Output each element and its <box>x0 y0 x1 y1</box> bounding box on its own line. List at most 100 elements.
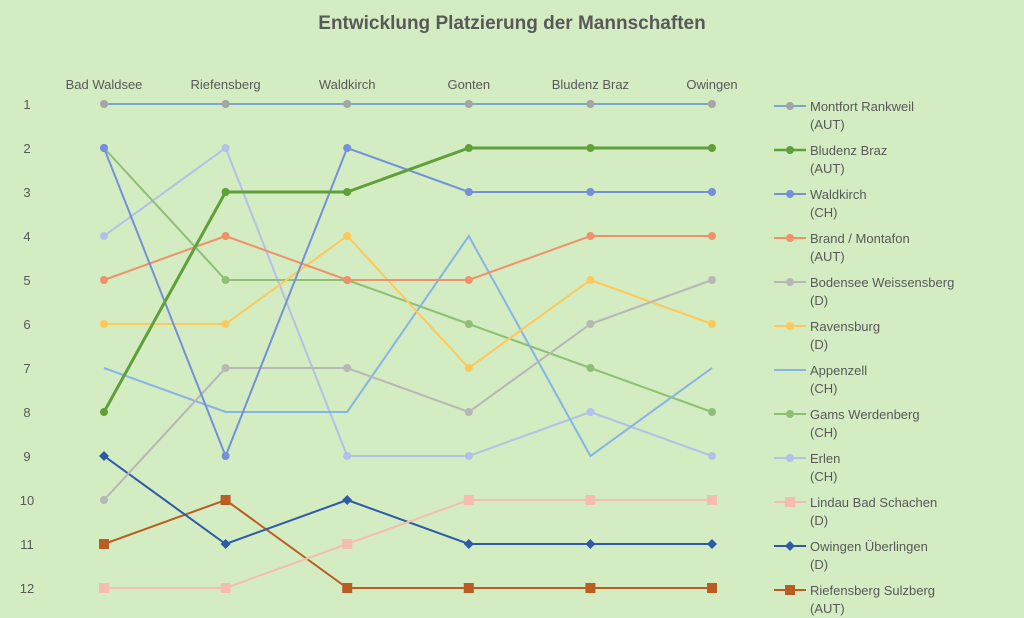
legend-sublabel: (D) <box>810 337 828 352</box>
data-point <box>342 495 353 505</box>
data-point <box>708 408 716 416</box>
series-8 <box>100 144 716 460</box>
data-point <box>708 232 716 240</box>
legend-item: Waldkirch (CH) <box>774 187 867 220</box>
legend-label: Waldkirch <box>810 187 867 202</box>
legend-sublabel: (D) <box>810 293 828 308</box>
legend-marker <box>785 497 795 507</box>
legend-sublabel: (CH) <box>810 381 837 396</box>
data-point <box>463 495 474 505</box>
data-point <box>586 144 595 152</box>
series-9 <box>99 495 717 593</box>
legend-item: Bludenz Braz (AUT) <box>774 143 887 176</box>
legend-item: Erlen (CH) <box>774 451 840 484</box>
data-point <box>708 144 716 152</box>
legend-marker <box>785 541 795 551</box>
data-point <box>100 320 108 328</box>
data-point <box>342 583 353 593</box>
data-point <box>220 583 231 593</box>
data-point <box>99 451 109 461</box>
series-1 <box>100 144 716 416</box>
series-line <box>103 498 712 589</box>
data-point <box>708 100 716 108</box>
legend-marker <box>786 102 794 110</box>
legend-marker <box>786 234 794 242</box>
legend-marker <box>786 410 794 418</box>
data-point <box>221 364 230 372</box>
data-point <box>221 144 230 152</box>
data-point <box>343 232 352 240</box>
y-tick-label: 6 <box>23 317 30 332</box>
legend-sublabel: (AUT) <box>810 249 845 264</box>
series-line <box>104 499 712 589</box>
chart-title: Entwicklung Platzierung der Mannschaften <box>318 13 705 34</box>
series-line <box>102 146 712 413</box>
data-point <box>99 539 109 549</box>
data-point <box>343 364 352 372</box>
legend-label: Lindau Bad Schachen <box>810 495 937 510</box>
data-point <box>343 100 352 108</box>
legend-marker <box>786 454 794 462</box>
series-line <box>103 234 712 281</box>
y-tick-label: 1 <box>23 97 30 112</box>
legend-item: Brand / Montafon (AUT) <box>774 231 910 264</box>
x-tick-label: Bludenz Braz <box>552 77 629 92</box>
x-tick-label: Waldkirch <box>319 77 376 92</box>
legend-sublabel: (D) <box>810 513 828 528</box>
legend-sublabel: (D) <box>810 557 828 572</box>
data-point <box>708 188 716 196</box>
legend-item: Owingen Überlingen (D) <box>774 539 928 572</box>
legend-label: Ravensburg <box>810 319 880 334</box>
data-point <box>464 364 473 372</box>
data-point <box>707 539 717 549</box>
data-point <box>463 583 474 593</box>
data-point <box>464 100 473 108</box>
data-point <box>464 276 473 284</box>
data-point <box>464 452 473 460</box>
y-tick-label: 2 <box>23 141 30 156</box>
data-point <box>708 452 716 460</box>
data-point <box>707 583 717 593</box>
x-tick-label: Owingen <box>686 77 737 92</box>
legend-marker <box>786 190 794 198</box>
legend-sublabel: (CH) <box>810 469 837 484</box>
legend-item: Montfort Rankweil (AUT) <box>774 99 914 132</box>
data-point <box>220 495 231 505</box>
legend-sublabel: (CH) <box>810 425 837 440</box>
legend-item: Appenzell (CH) <box>774 363 867 396</box>
series-line <box>103 279 713 501</box>
y-tick-label: 12 <box>20 581 34 596</box>
y-tick-label: 11 <box>20 537 34 552</box>
data-point <box>708 276 716 284</box>
data-point <box>464 320 473 328</box>
legend-marker <box>786 146 794 154</box>
legend-item: Riefensberg Sulzberg (AUT) <box>774 583 935 616</box>
data-point <box>343 276 352 284</box>
data-point <box>464 408 473 416</box>
data-point <box>586 276 595 284</box>
legend-label: Montfort Rankweil <box>810 99 914 114</box>
data-point <box>220 539 231 549</box>
data-point <box>585 495 596 505</box>
legend-marker <box>786 322 794 330</box>
data-point <box>586 188 595 196</box>
data-point <box>100 100 108 108</box>
legend-label: Riefensberg Sulzberg <box>810 583 935 598</box>
data-point <box>99 583 109 593</box>
data-point <box>100 144 108 152</box>
data-point <box>221 320 230 328</box>
y-tick-label: 5 <box>23 273 30 288</box>
data-point <box>343 144 352 152</box>
legend-label: Erlen <box>810 451 840 466</box>
data-point <box>586 408 595 416</box>
data-point <box>221 100 230 108</box>
legend-label: Bodensee Weissensberg <box>810 275 954 290</box>
series-line <box>103 146 713 457</box>
data-point <box>586 100 595 108</box>
data-point <box>221 452 230 460</box>
series-5 <box>100 232 716 372</box>
y-tick-label: 8 <box>23 405 30 420</box>
legend-label: Appenzell <box>810 363 867 378</box>
data-point <box>464 188 473 196</box>
series-0 <box>100 100 716 108</box>
